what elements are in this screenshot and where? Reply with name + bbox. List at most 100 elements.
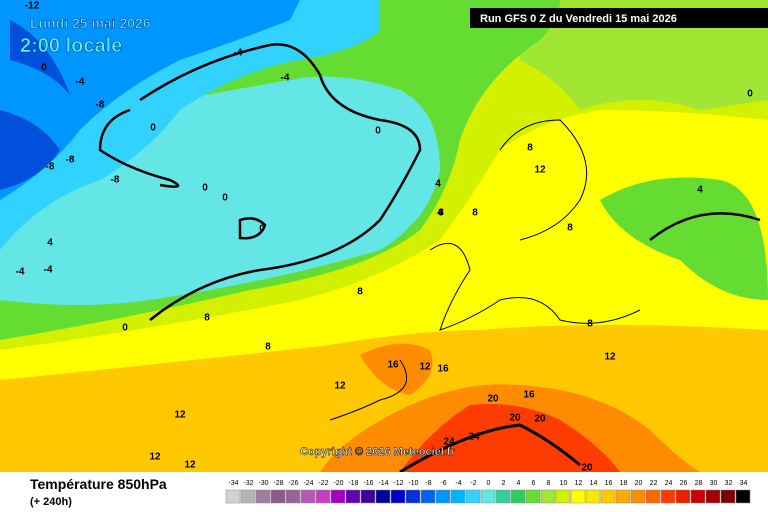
border-line (499, 119, 588, 241)
scale-cell (465, 489, 481, 504)
contour-label: -4 (76, 77, 85, 88)
scale-cell (300, 489, 316, 504)
contour-label: 12 (149, 452, 161, 463)
zone-m6 (0, 0, 300, 200)
contour-label: -4 (234, 48, 243, 59)
scale-cell (540, 489, 556, 504)
contour-label: 8 (587, 319, 593, 330)
scale-cell (495, 489, 511, 504)
scale-label: -30 (258, 480, 268, 487)
scale-cell (645, 489, 661, 504)
scale-label: -26 (288, 480, 298, 487)
scale-cell (405, 489, 421, 504)
contour-label: 12 (534, 165, 546, 176)
contour-label: 0 (375, 126, 381, 137)
scale-cell (675, 489, 691, 504)
scale-cell (480, 489, 496, 504)
contour-label: 20 (509, 413, 521, 424)
scale-label: 26 (680, 480, 688, 487)
scale-label: 22 (650, 480, 658, 487)
scale-label: -18 (348, 480, 358, 487)
scale-label: -14 (378, 480, 388, 487)
scale-label: 14 (590, 480, 598, 487)
contour-label: 0 (41, 63, 47, 74)
contour-label: 0 (747, 89, 753, 100)
zone-18 (360, 343, 433, 395)
zone-6b (600, 177, 768, 300)
scale-cell (330, 489, 346, 504)
scale-cell (555, 489, 571, 504)
scale-label: -22 (318, 480, 328, 487)
contour-label: -4 (44, 265, 53, 276)
contour-label: 4 (437, 208, 443, 219)
contour-label: 16 (523, 390, 535, 401)
contour-label: 12 (184, 460, 196, 471)
scale-cell (435, 489, 451, 504)
scale-label: -32 (243, 480, 253, 487)
contour-label: 8 (567, 223, 573, 234)
scale-cell (570, 489, 586, 504)
scale-cell (345, 489, 361, 504)
scale-cell (285, 489, 301, 504)
contour-label: 20 (581, 463, 593, 474)
contour-label: -8 (96, 100, 105, 111)
contour-label: -8 (111, 175, 120, 186)
copyright: Copyright © 2026 Meteociel.fr (300, 446, 456, 458)
scale-label: 4 (517, 480, 521, 487)
contour-label: 8 (265, 342, 271, 353)
scale-cell (375, 489, 391, 504)
scale-label: 28 (695, 480, 703, 487)
scale-label: 32 (725, 480, 733, 487)
scale-label: 2 (502, 480, 506, 487)
coastline (98, 43, 761, 474)
scale-label: 20 (635, 480, 643, 487)
contour-label: 4 (47, 238, 53, 249)
contour-label: -4 (281, 73, 290, 84)
coast-greenland (139, 43, 422, 321)
contour-label: 0 (122, 323, 128, 334)
scale-label: 18 (620, 480, 628, 487)
contour-label: 16 (387, 360, 399, 371)
contour-labels: -12-8-8-8-8-4-4-4-4 -400 00000044448888888… (16, 1, 754, 474)
contour-label: 20 (487, 394, 499, 405)
scale-label: 6 (532, 480, 536, 487)
footer-lead: (+ 240h) (30, 496, 72, 508)
date: Lundi 25 mai 2026 (30, 15, 151, 31)
run-box (470, 8, 768, 28)
border-line (429, 242, 641, 331)
scale-cell (420, 489, 436, 504)
scale-label: -2 (470, 480, 476, 487)
scale-label: 16 (605, 480, 613, 487)
scale-cell (450, 489, 466, 504)
scale-cell (315, 489, 331, 504)
scale-label: -6 (440, 480, 446, 487)
border-line (329, 359, 408, 421)
scale-cell (660, 489, 676, 504)
scale-cell (720, 489, 736, 504)
contour-label: 4 (697, 185, 703, 196)
scale-cell (600, 489, 616, 504)
contour-label: 12 (604, 352, 616, 363)
coast-iceland (238, 217, 267, 240)
footer-title: Température 850hPa (30, 476, 167, 492)
contour-label: 0 (150, 123, 156, 134)
scale-cell (690, 489, 706, 504)
scale-label: 8 (547, 480, 551, 487)
contour-label: 12 (334, 381, 346, 392)
contour-label: 0 (259, 224, 265, 235)
scale-cell (615, 489, 631, 504)
scale-label: -34 (228, 480, 238, 487)
contour-label: 0 (202, 183, 208, 194)
zone-m10 (0, 20, 70, 190)
contour-label: 20 (534, 414, 546, 425)
scale-cell (525, 489, 541, 504)
contour-label: -12 (25, 1, 40, 12)
scale-cell (585, 489, 601, 504)
scale-label: -4 (455, 480, 461, 487)
coast-africa (399, 423, 581, 474)
scale-label: 10 (560, 480, 568, 487)
contour-label: 4 (435, 179, 441, 190)
scale-cell (735, 489, 751, 504)
